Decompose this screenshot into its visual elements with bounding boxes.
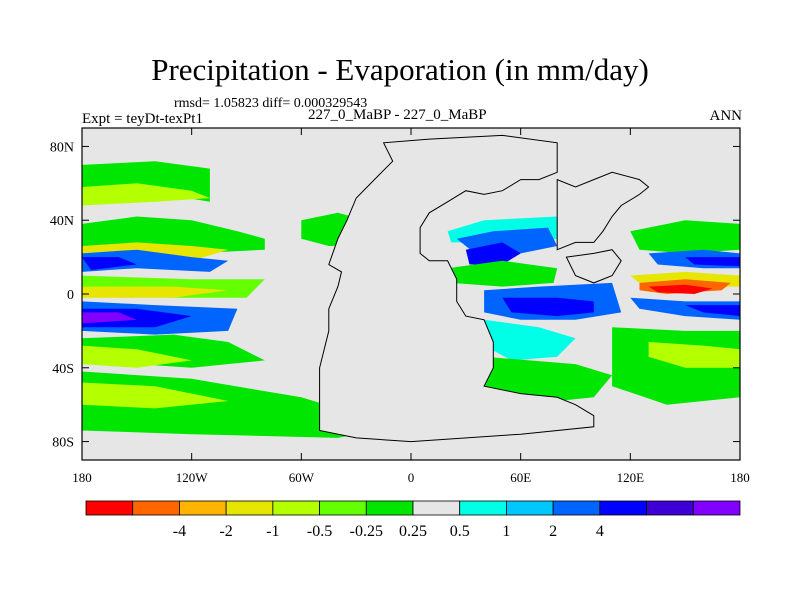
colorbar-label: -4 [173, 523, 186, 540]
x-tick-label: 180 [730, 470, 750, 485]
colorbar-label: 0.5 [450, 523, 470, 540]
map-axes: 180 120W 60W 0 60E 120E 180 80N 40N 0 40S 80S [50, 128, 750, 485]
field-s-itcz-purple [82, 312, 137, 324]
y-tick-label: 40S [52, 362, 74, 377]
colorbar-swatch [132, 500, 180, 516]
colorbar-swatch [506, 500, 554, 516]
field-e-pacific-south-blue [630, 297, 740, 320]
x-tick-label: 0 [408, 470, 415, 485]
colorbar-label: 0.25 [399, 523, 427, 540]
case-label: 227_0_MaBP - 227_0_MaBP [308, 107, 487, 123]
colorbar-label: 2 [549, 523, 557, 540]
y-tick-label: 0 [67, 288, 74, 303]
colorbar-swatch [692, 500, 741, 516]
field-e-pacific-south-navy [685, 305, 740, 317]
y-tick-label: 80N [50, 140, 74, 155]
colorbar-label: -0.5 [307, 523, 332, 540]
x-tick-label: 120W [176, 470, 209, 485]
colorbar-swatch [412, 500, 461, 516]
colorbar-swatch [272, 500, 320, 516]
land-pangaea-west [319, 134, 595, 443]
field-eq-yellow-west [82, 286, 229, 298]
land-se-asia-block [565, 249, 622, 284]
colorbar-label: 4 [596, 523, 604, 540]
field-n-pacific-lime [82, 183, 210, 206]
y-tick-label: 80S [52, 436, 74, 451]
field-e-pacific-south-lime [648, 342, 740, 368]
colorbar-swatch [552, 500, 601, 516]
plot-title: Precipitation - Evaporation (in mm/day) [151, 52, 649, 87]
y-tick-label: 40N [50, 214, 74, 229]
colorbar: -4 -2 -1 -0.5 -0.25 0.25 0.5 1 2 4 [85, 500, 741, 540]
colorbar-swatch [459, 500, 507, 516]
colorbar-swatch [599, 500, 647, 516]
field-e-pacific-green [630, 220, 740, 254]
colorbar-swatch [319, 500, 367, 516]
field-s-pacific-lime [82, 345, 192, 368]
field-itcz-navy-west [82, 257, 137, 270]
field-indian-navy [502, 297, 594, 317]
field-indian-cyan-south [484, 319, 576, 361]
x-tick-label: 60E [510, 470, 531, 485]
field-s-ocean-lime [82, 382, 229, 409]
colorbar-label: -1 [266, 523, 279, 540]
x-tick-label: 180 [72, 470, 92, 485]
colorbar-swatch [365, 500, 414, 516]
colorbar-label: -0.25 [350, 523, 383, 540]
x-tick-label: 60W [289, 470, 315, 485]
season-label: ANN [709, 108, 743, 124]
colorbar-swatch [85, 500, 134, 516]
colorbar-label: 1 [502, 523, 510, 540]
colorbar-swatch [225, 500, 274, 516]
x-tick-label: 120E [617, 470, 645, 485]
colorbar-label: -2 [219, 523, 232, 540]
field-e-pacific-navy [685, 257, 740, 267]
field-e-pacific-red [648, 284, 713, 294]
land-asia-east [556, 171, 650, 251]
field-tethys-navy [465, 242, 521, 265]
colorbar-swatch [179, 500, 227, 516]
field-indian-green [447, 260, 558, 287]
land-outline-layer [319, 134, 650, 443]
colorbar-swatch [646, 500, 694, 516]
experiment-label: Expt = teyDt-texPt1 [82, 111, 203, 127]
rmsd-diff-stats: rmsd= 1.05823 diff= 0.000329543 [174, 96, 368, 111]
